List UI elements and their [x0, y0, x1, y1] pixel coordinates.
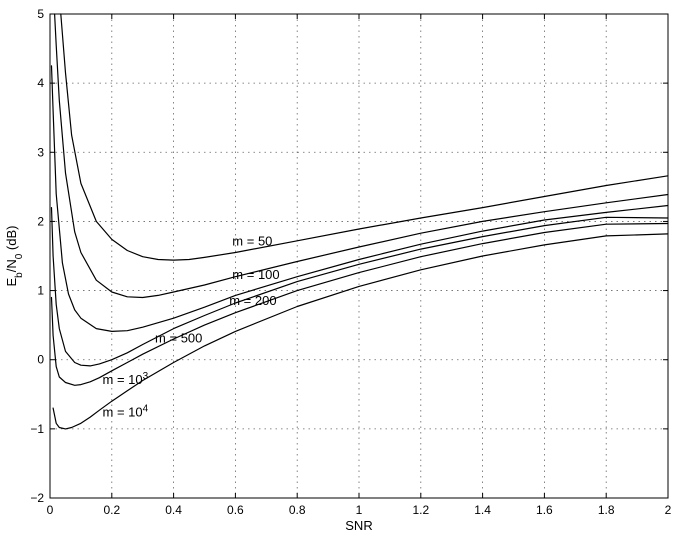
x-tick-label: 2 — [665, 503, 672, 517]
y-tick-label: 2 — [37, 214, 44, 228]
y-axis-label-unit: (dB) — [4, 226, 19, 254]
y-tick-label: 4 — [37, 76, 44, 90]
x-tick-label: 1.2 — [412, 503, 429, 517]
y-axis-label-subscript-0: 0 — [14, 253, 25, 259]
series-label-text: m = 200 — [229, 293, 276, 308]
y-tick-label: 5 — [37, 7, 44, 21]
y-axis-label-slash: /N — [4, 259, 19, 272]
series-line-3 — [50, 207, 669, 367]
y-tick-label: 3 — [37, 145, 44, 159]
series-label-text: m = 10 — [103, 372, 143, 387]
y-tick-label: 0 — [37, 353, 44, 367]
series-label-3: m = 500 — [155, 330, 202, 345]
series-label-2: m = 200 — [229, 293, 276, 308]
axes: 0 0.2 0.4 0.6 0.8 1 1.2 1.4 1.6 1.8 2 −2 −1 0 1 2 3 4 5 — [30, 7, 671, 517]
x-tick-label: 1.6 — [536, 503, 553, 517]
x-axis-label: SNR — [345, 518, 372, 533]
x-tick-label: 0.8 — [289, 503, 306, 517]
series-label-4: m = 103 — [103, 370, 149, 387]
series-label-exponent: 4 — [143, 403, 149, 414]
y-axis-label-main: E — [4, 277, 19, 286]
x-tick-label: 1.8 — [598, 503, 615, 517]
series-line-1 — [54, 13, 669, 299]
x-tick-label: 0.4 — [165, 503, 182, 517]
series-line-4 — [50, 222, 669, 386]
x-tick-label: 0.6 — [227, 503, 244, 517]
y-tick-label: −1 — [30, 422, 44, 436]
y-tick-label: −2 — [30, 491, 44, 505]
series-label-5: m = 104 — [103, 403, 149, 420]
series-line-5 — [52, 233, 669, 430]
x-tick-label: 0 — [47, 503, 54, 517]
x-tick-label: 1.4 — [474, 503, 491, 517]
series-line-2 — [50, 65, 669, 332]
series-lines — [50, 13, 669, 430]
series-label-text: m = 10 — [103, 404, 143, 419]
grid-lines — [50, 14, 668, 498]
y-tick-label: 1 — [37, 284, 44, 298]
series-line-0 — [60, 13, 669, 261]
series-label-text: m = 50 — [232, 234, 272, 249]
series-label-1: m = 100 — [232, 267, 279, 282]
y-axis-label-subscript-b: b — [14, 272, 25, 278]
series-label-0: m = 50 — [232, 234, 272, 249]
series-label-text: m = 500 — [155, 330, 202, 345]
x-tick-label: 1 — [356, 503, 363, 517]
x-tick-label: 0.2 — [103, 503, 120, 517]
series-label-text: m = 100 — [232, 267, 279, 282]
series-label-exponent: 3 — [143, 370, 149, 381]
y-axis-label: Eb/N0 (dB) — [4, 226, 25, 287]
